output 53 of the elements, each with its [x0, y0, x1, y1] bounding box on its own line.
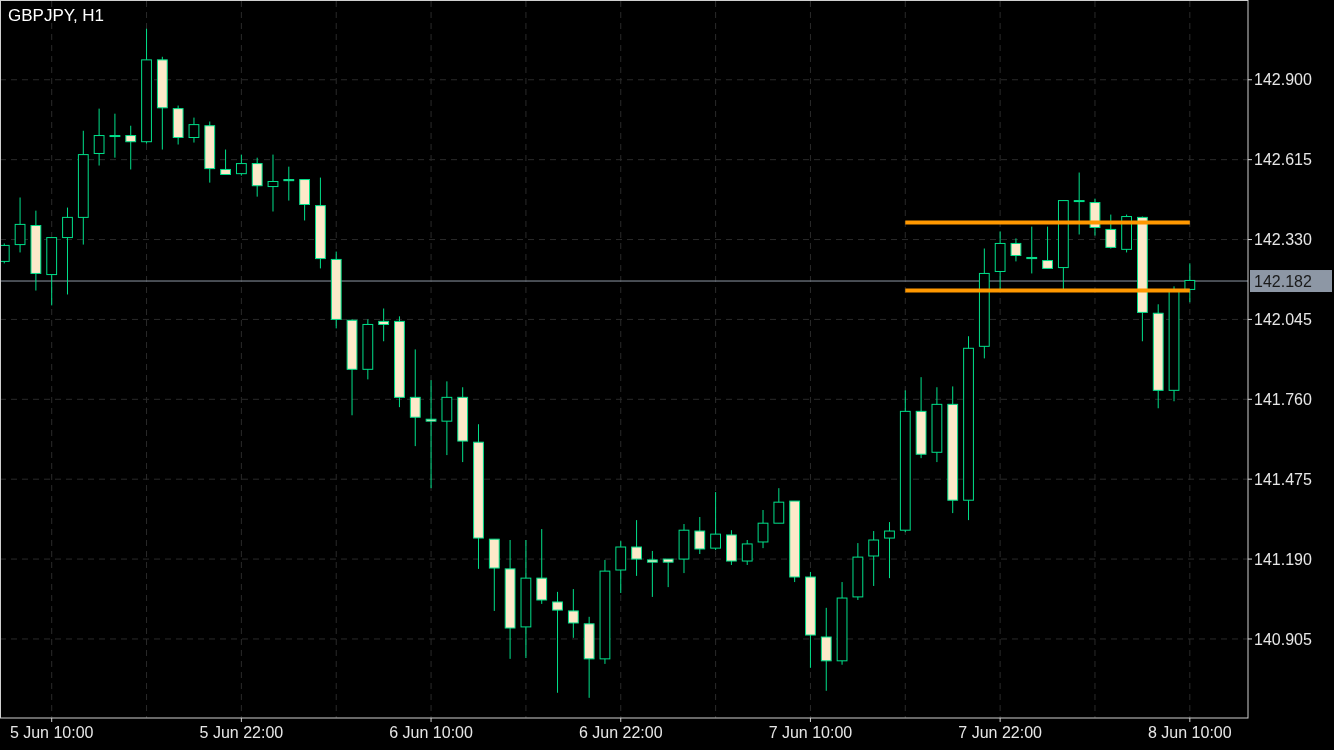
candlestick [93, 108, 105, 167]
candlestick [1073, 172, 1085, 235]
y-tick-label: 141.190 [1254, 550, 1312, 568]
candlestick [1105, 214, 1117, 249]
y-tick-label: 141.760 [1254, 390, 1312, 408]
y-tick-label: 142.900 [1254, 71, 1312, 89]
y-tick-label: 140.905 [1254, 630, 1312, 648]
x-tick-label: 7 Jun 10:00 [768, 724, 853, 741]
candlestick [425, 379, 437, 489]
candlestick [125, 125, 137, 170]
y-tick-label: 142.615 [1254, 151, 1312, 169]
candlestick [14, 196, 26, 253]
candlestick [109, 113, 121, 159]
candlestick [567, 588, 579, 639]
candlestick [615, 540, 627, 594]
candlestick [235, 154, 247, 177]
ref-line-label: 142.182 [1254, 272, 1312, 290]
x-tick-label: 5 Jun 10:00 [9, 724, 94, 741]
candlestick [536, 528, 548, 605]
candlestick [820, 607, 832, 692]
candlestick [662, 558, 674, 588]
candlestick [251, 157, 263, 198]
y-tick-label: 142.330 [1254, 231, 1312, 249]
candlestick [188, 117, 200, 144]
candlestick [220, 149, 231, 175]
candlestick [1010, 237, 1022, 262]
candlestick [1026, 226, 1038, 274]
candlestick [694, 516, 706, 555]
x-tick-label: 6 Jun 10:00 [389, 724, 473, 741]
chart-title: GBPJPY, H1 [8, 6, 105, 25]
x-tick-label: 8 Jun 10:00 [1148, 724, 1232, 741]
y-tick-label: 141.475 [1254, 470, 1312, 488]
candlestick [1042, 226, 1053, 269]
candlestick [267, 154, 279, 212]
candlestick [409, 348, 421, 447]
candlestick [62, 207, 73, 295]
candlestick [1184, 262, 1196, 303]
candlestick [884, 521, 895, 579]
x-tick-label: 7 Jun 22:00 [958, 724, 1043, 741]
candlestick [441, 380, 453, 456]
candlestick [757, 509, 769, 549]
candlestick [283, 166, 295, 202]
candlestick [552, 591, 563, 694]
candlestick [378, 307, 390, 342]
x-tick-label: 6 Jun 22:00 [578, 724, 663, 741]
candlestick [868, 530, 880, 587]
candlestick [741, 539, 753, 566]
candlestick [710, 491, 721, 551]
candlestick [646, 550, 658, 598]
candlestick [773, 487, 785, 524]
candlestick [631, 519, 642, 577]
x-tick-label: 5 Jun 22:00 [199, 724, 284, 741]
y-tick-label: 142.045 [1254, 311, 1312, 329]
